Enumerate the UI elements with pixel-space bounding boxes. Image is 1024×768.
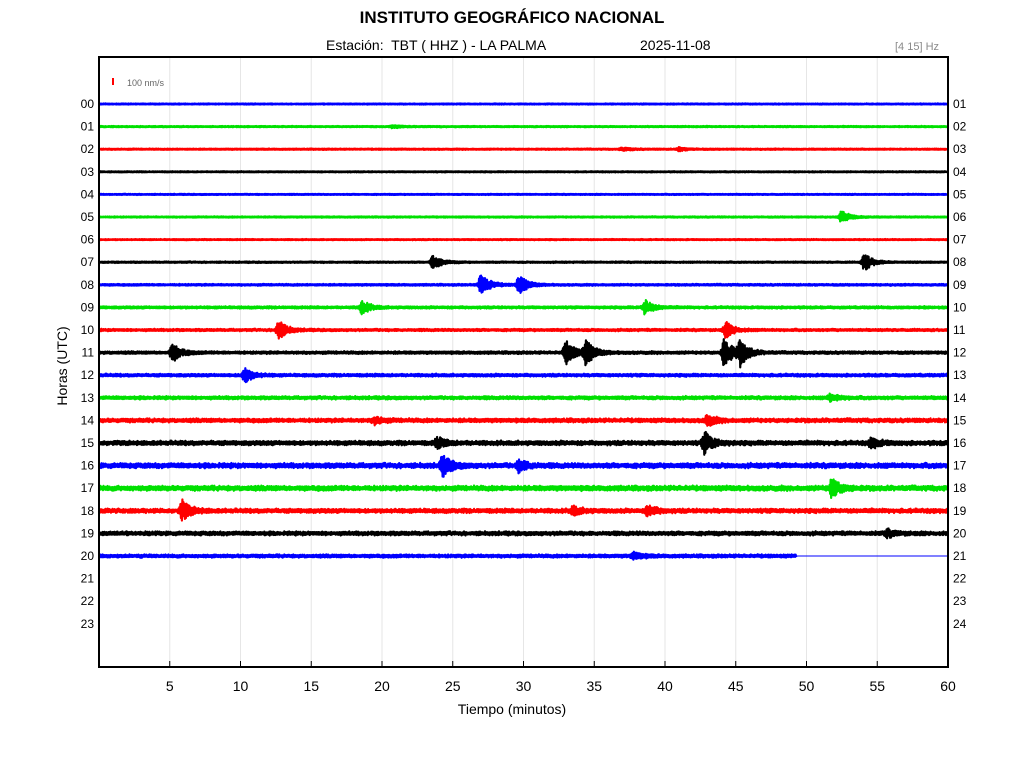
- trace-hour-15: [97, 430, 950, 456]
- trace-hour-19: [97, 527, 950, 540]
- trace-hour-02: [98, 145, 949, 153]
- hour-label-left-19: 19: [81, 526, 95, 540]
- trace-hour-07: [98, 254, 949, 271]
- hour-label-left-06: 06: [81, 233, 95, 247]
- right-hour-labels: 01 02 03 04 05 06 07 08 09 10 11 12 13 14 15 16 17 18 19 20…: [953, 97, 967, 631]
- scale-bar: 100 nm/s: [112, 78, 165, 88]
- hour-label-right-11: 11: [953, 323, 966, 337]
- hour-label-left-11: 11: [82, 346, 95, 360]
- hour-label-right-18: 18: [953, 481, 967, 495]
- x-tick-label-20: 20: [374, 678, 390, 694]
- hour-label-right-20: 20: [953, 526, 967, 540]
- hour-label-left-23: 23: [81, 617, 95, 631]
- trace-hour-12: [97, 367, 950, 384]
- hour-label-right-03: 03: [953, 142, 967, 156]
- x-axis-label: Tiempo (minutos): [457, 701, 567, 717]
- hour-label-right-01: 01: [953, 97, 967, 111]
- hour-label-left-17: 17: [81, 481, 95, 495]
- trace-hour-03: [98, 170, 949, 174]
- x-tick-label-15: 15: [303, 678, 319, 694]
- trace-hour-18: [97, 498, 950, 522]
- hour-label-left-15: 15: [81, 436, 95, 450]
- hour-label-right-16: 16: [953, 436, 967, 450]
- hour-label-right-19: 19: [953, 504, 967, 518]
- hour-label-left-05: 05: [81, 210, 95, 224]
- trace-hour-01: [98, 124, 949, 130]
- trace-hour-16: [97, 454, 950, 478]
- hour-label-left-20: 20: [81, 549, 95, 563]
- hour-label-right-04: 04: [953, 165, 967, 179]
- station-label: Estación: TBT ( HHZ ) - LA PALMA: [326, 37, 547, 53]
- trace-hour-00: [98, 102, 949, 106]
- hour-label-right-08: 08: [953, 255, 967, 269]
- hour-label-right-07: 07: [953, 233, 967, 247]
- seismic-traces: [97, 102, 950, 561]
- x-tick-label-25: 25: [445, 678, 461, 694]
- filter-band-label: [4 15] Hz: [895, 41, 940, 53]
- x-tick-label-40: 40: [657, 678, 673, 694]
- hour-label-left-16: 16: [81, 459, 95, 473]
- hour-label-left-02: 02: [81, 142, 95, 156]
- hour-label-right-05: 05: [953, 187, 967, 201]
- chart-title: INSTITUTO GEOGRÁFICO NACIONAL: [359, 8, 665, 27]
- hour-label-right-14: 14: [953, 391, 967, 405]
- x-tick-label-35: 35: [586, 678, 602, 694]
- trace-hour-17: [97, 478, 950, 500]
- x-tick-label-55: 55: [869, 678, 885, 694]
- x-axis-ticks: 5 10 15 20 25 30 35 40 45 50 55 60: [166, 661, 956, 694]
- hour-label-right-23: 23: [953, 594, 967, 608]
- trace-hour-09: [97, 299, 950, 316]
- hour-label-left-04: 04: [81, 187, 95, 201]
- trace-hour-20: [97, 550, 798, 561]
- grid-lines: [169, 57, 878, 667]
- hour-label-left-22: 22: [81, 594, 95, 608]
- x-tick-label-5: 5: [166, 678, 174, 694]
- x-tick-label-10: 10: [233, 678, 249, 694]
- trace-hour-14: [97, 414, 950, 427]
- hour-label-right-15: 15: [953, 413, 967, 427]
- hour-label-left-08: 08: [81, 278, 95, 292]
- x-tick-label-45: 45: [728, 678, 744, 694]
- hour-label-right-13: 13: [953, 368, 967, 382]
- hour-label-left-03: 03: [81, 165, 95, 179]
- chart-date: 2025-11-08: [640, 37, 711, 53]
- x-tick-label-60: 60: [940, 678, 956, 694]
- trace-hour-08: [98, 274, 949, 294]
- trace-hour-11: [97, 338, 950, 369]
- hour-label-right-06: 06: [953, 210, 967, 224]
- hour-label-right-12: 12: [953, 346, 967, 360]
- hour-label-right-02: 02: [953, 120, 967, 134]
- hour-label-right-09: 09: [953, 278, 967, 292]
- trace-hour-10: [98, 320, 950, 340]
- x-tick-label-30: 30: [516, 678, 532, 694]
- scale-bar-label: 100 nm/s: [127, 78, 165, 88]
- trace-hour-05: [98, 210, 949, 223]
- hour-label-right-17: 17: [953, 459, 967, 473]
- hour-label-left-18: 18: [81, 504, 95, 518]
- hour-label-left-12: 12: [81, 368, 95, 382]
- hour-label-right-21: 21: [953, 549, 967, 563]
- hour-label-left-21: 21: [81, 572, 95, 586]
- trace-hour-06: [98, 237, 949, 242]
- hour-label-right-24: 24: [953, 617, 967, 631]
- hour-label-right-10: 10: [953, 300, 967, 314]
- hour-label-left-10: 10: [81, 323, 95, 337]
- hour-label-left-07: 07: [81, 255, 95, 269]
- trace-hour-13: [97, 392, 950, 403]
- x-tick-label-50: 50: [799, 678, 815, 694]
- hour-label-left-13: 13: [81, 391, 95, 405]
- hour-label-left-00: 00: [81, 97, 95, 111]
- trace-hour-04: [98, 192, 949, 197]
- hour-label-right-22: 22: [953, 572, 967, 586]
- left-hour-labels: 00 01 02 03 04 05 06 07 08 09 10 11 12 13 14 15 16 17 18 19…: [81, 97, 95, 631]
- hour-label-left-01: 01: [81, 120, 95, 134]
- hour-label-left-09: 09: [81, 300, 95, 314]
- hour-label-left-14: 14: [81, 413, 95, 427]
